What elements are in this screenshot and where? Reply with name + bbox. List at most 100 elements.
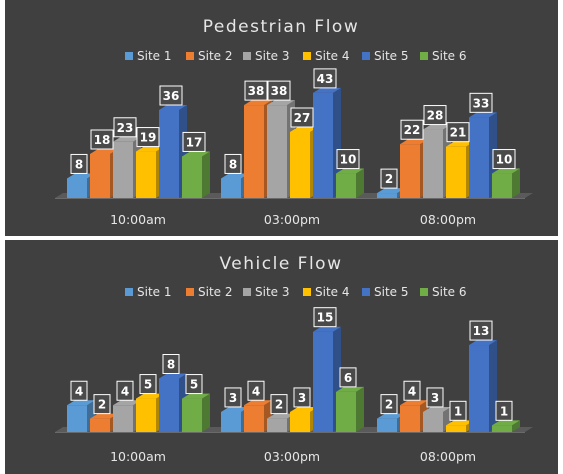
chart-title: Vehicle Flow: [219, 254, 342, 274]
data-label: 38: [271, 84, 288, 98]
bar: [377, 193, 397, 198]
data-label-box: [139, 374, 157, 395]
legend-swatch-6: [420, 288, 428, 296]
bar-top: [244, 100, 272, 106]
vehicle-flow-svg: Vehicle Flow Site 1 Site 2 Site 3 Site 4 Site…: [55, 254, 533, 464]
bar-top: [492, 168, 520, 174]
data-label: 4: [408, 384, 416, 398]
data-label-box: [224, 153, 242, 174]
data-label-box: [116, 380, 134, 401]
bar-top: [492, 420, 520, 426]
data-label-box: [423, 105, 447, 126]
legend-swatch-6: [420, 52, 428, 60]
data-label: 27: [294, 111, 311, 125]
data-label: 2: [385, 398, 393, 412]
bar-side: [356, 386, 364, 432]
legend-label-5: Site 5: [374, 49, 409, 63]
legend-label-3: Site 3: [255, 285, 290, 299]
data-label-box: [185, 374, 203, 395]
data-label: 2: [98, 398, 106, 412]
data-label-box: [449, 400, 467, 421]
bar: [182, 156, 202, 198]
bar-top: [377, 188, 405, 194]
bar: [400, 405, 420, 432]
legend-swatch-4: [303, 288, 311, 296]
category-label: 10:00am: [110, 449, 166, 464]
data-label: 4: [121, 384, 129, 398]
bar-top: [446, 141, 474, 147]
data-label-box: [313, 68, 337, 89]
data-label-box: [159, 85, 183, 106]
data-label-box: [182, 131, 206, 152]
bar: [469, 345, 489, 432]
bar-side: [512, 168, 520, 198]
legend-swatch-1: [125, 288, 133, 296]
data-label: 4: [75, 384, 83, 398]
data-label-box: [495, 400, 513, 421]
category-label: 03:00pm: [264, 212, 320, 227]
data-label-box: [162, 354, 180, 374]
data-label: 10: [496, 153, 513, 167]
data-label: 3: [298, 391, 306, 405]
legend-label-5: Site 5: [374, 285, 409, 299]
data-label-box: [446, 122, 470, 143]
bar: [244, 405, 264, 432]
bar-side: [333, 87, 341, 198]
bar-top: [221, 173, 249, 179]
bar: [221, 178, 241, 198]
data-label-box: [244, 80, 268, 101]
legend-label-2: Site 2: [198, 285, 233, 299]
bar-top: [377, 413, 405, 419]
bar-top: [182, 393, 210, 399]
data-label-box: [400, 119, 424, 140]
bar-side: [512, 420, 520, 432]
data-label: 33: [473, 96, 490, 110]
category-label: 08:00pm: [420, 212, 476, 227]
data-label: 43: [317, 72, 334, 86]
bar-top: [67, 173, 95, 179]
data-label-box: [90, 129, 114, 150]
bar-top: [244, 400, 272, 406]
legend-swatch-2: [186, 52, 194, 60]
bar: [113, 141, 133, 198]
pedestrian-flow-chart: Pedestrian Flow Site 1 Site 2 Site 3 Site 4 S…: [5, 0, 558, 236]
data-label: 4: [252, 384, 260, 398]
legend-label-4: Site 4: [315, 49, 350, 63]
data-label: 2: [275, 398, 283, 412]
data-label: 8: [229, 157, 237, 171]
data-label-box: [70, 380, 88, 401]
data-label-box: [247, 380, 265, 401]
bar: [67, 178, 87, 198]
data-label-box: [492, 149, 516, 170]
legend-swatch-3: [243, 288, 251, 296]
pedestrian-flow-svg: Pedestrian Flow Site 1 Site 2 Site 3 Site 4 S…: [55, 17, 533, 227]
data-label: 8: [167, 358, 175, 372]
bar: [159, 110, 179, 198]
data-label-box: [290, 107, 314, 128]
bar: [113, 405, 133, 432]
bar-side: [489, 340, 497, 432]
bar: [423, 411, 443, 432]
data-label: 36: [163, 89, 180, 103]
bar: [136, 151, 156, 198]
data-label: 3: [431, 391, 439, 405]
category-label: 08:00pm: [420, 449, 476, 464]
bar: [90, 154, 110, 198]
data-label: 1: [500, 404, 508, 418]
bar-top: [469, 112, 497, 118]
bar: [400, 144, 420, 198]
bar-top: [182, 151, 210, 157]
data-label: 22: [404, 123, 421, 137]
bar-top: [136, 393, 164, 399]
bar: [446, 146, 466, 198]
bar-top: [90, 413, 118, 419]
data-label-box: [136, 127, 160, 148]
bar: [67, 405, 87, 432]
data-label: 18: [94, 133, 111, 147]
bar: [336, 391, 356, 432]
bar-top: [90, 149, 118, 154]
bar-top: [290, 127, 318, 132]
data-label-box: [267, 80, 291, 101]
bar-top: [423, 406, 451, 412]
bar-top: [267, 413, 295, 419]
